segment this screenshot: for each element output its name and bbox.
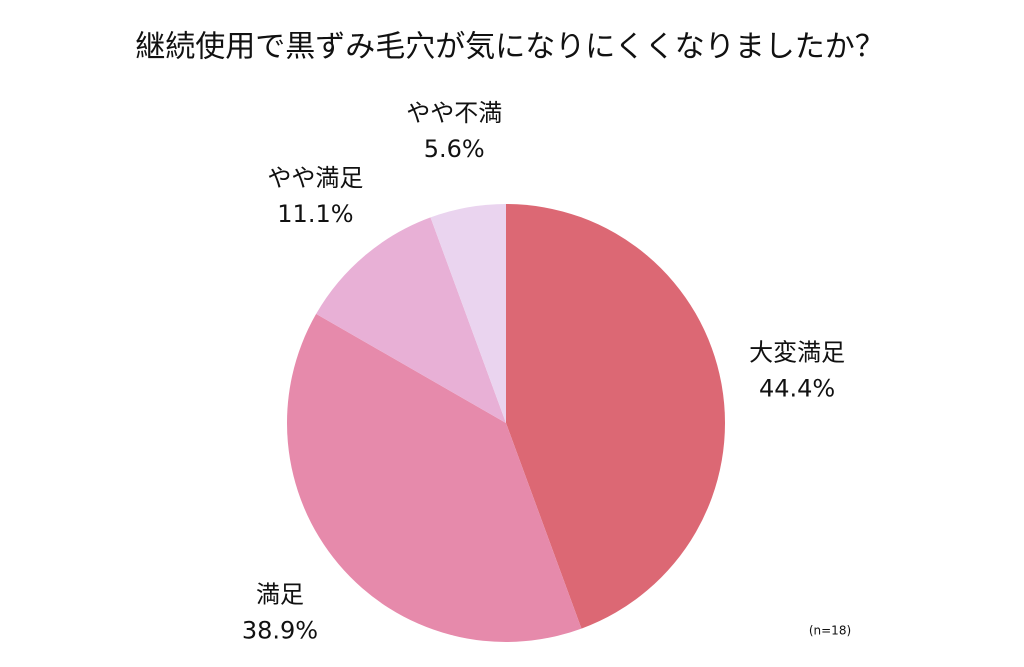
value-label: 11.1% — [277, 200, 353, 228]
slice-label: 満足 — [256, 581, 304, 609]
note: (n=18) — [809, 624, 851, 638]
pie-slice — [316, 217, 506, 423]
pie-slice — [287, 313, 582, 642]
pie-slice — [430, 204, 506, 423]
value-label: 38.9% — [242, 617, 318, 645]
pie-slice — [506, 204, 725, 629]
chart-title: 継続使用で黒ずみ毛穴が気になりにくくなりましたか？ — [135, 30, 884, 65]
slice-label: やや満足 — [267, 164, 363, 192]
slice-label: やや不満 — [406, 99, 502, 127]
slice-label: 大変満足 — [749, 338, 845, 366]
value-label: 44.4% — [759, 374, 835, 402]
value-label: 5.6% — [424, 135, 485, 163]
